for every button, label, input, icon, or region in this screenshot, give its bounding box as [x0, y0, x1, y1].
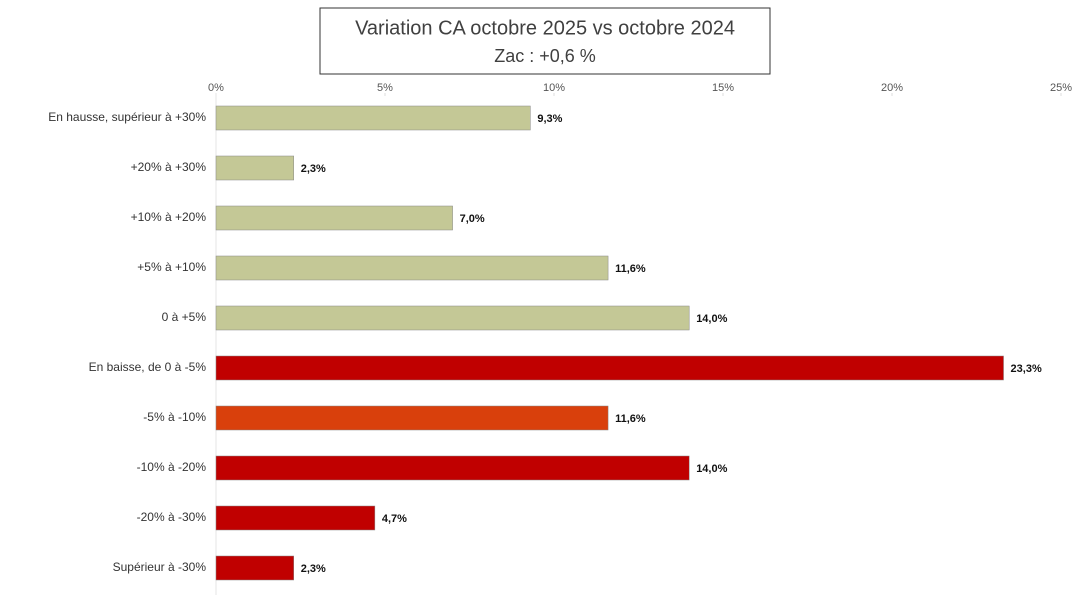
- bar: [215, 505, 376, 531]
- value-label: 23,3%: [1011, 363, 1042, 375]
- bar: [215, 555, 294, 581]
- value-label: 14,0%: [696, 463, 727, 475]
- value-label: 9,3%: [537, 113, 562, 125]
- x-tick-label: 25%: [1050, 82, 1072, 94]
- y-tick-label: -10% à -20%: [137, 460, 207, 474]
- title-box: [319, 7, 771, 75]
- y-tick-label: En baisse, de 0 à -5%: [89, 360, 207, 374]
- value-label: 2,3%: [301, 563, 326, 575]
- value-label: 7,0%: [460, 213, 485, 225]
- value-label: 11,6%: [615, 413, 646, 425]
- value-label: 14,0%: [696, 313, 727, 325]
- x-tick-label: 10%: [543, 82, 565, 94]
- x-tick-label: 5%: [377, 82, 393, 94]
- chart-title: Variation CA octobre 2025 vs octobre 202…: [355, 17, 735, 39]
- x-tick-label: 20%: [881, 82, 903, 94]
- bar: [215, 355, 1004, 381]
- x-tick-label: 0%: [208, 82, 224, 94]
- value-label: 2,3%: [301, 163, 326, 175]
- y-tick-label: +20% à +30%: [131, 160, 207, 174]
- y-tick-label: -20% à -30%: [137, 510, 207, 524]
- bar: [215, 205, 453, 231]
- y-tick-label: -5% à -10%: [143, 410, 206, 424]
- value-label: 11,6%: [615, 263, 646, 275]
- y-tick-label: En hausse, supérieur à +30%: [48, 110, 206, 124]
- bar: [215, 305, 690, 331]
- y-tick-label: Supérieur à -30%: [113, 560, 207, 574]
- y-tick-label: +5% à +10%: [137, 260, 206, 274]
- bar: [215, 255, 609, 281]
- chart-subtitle: Zac : +0,6 %: [494, 46, 596, 66]
- bar: [215, 455, 690, 481]
- x-tick-label: 15%: [712, 82, 734, 94]
- y-tick-label: 0 à +5%: [162, 310, 207, 324]
- bar: [215, 155, 294, 181]
- bar: [215, 105, 531, 131]
- bar: [215, 405, 609, 431]
- y-tick-label: +10% à +20%: [131, 210, 207, 224]
- value-label: 4,7%: [382, 513, 407, 525]
